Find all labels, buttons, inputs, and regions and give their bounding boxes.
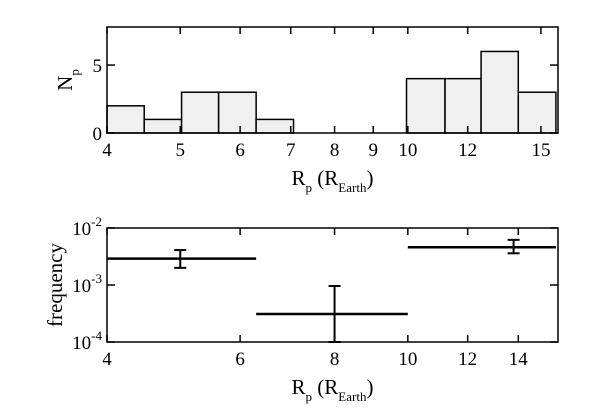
tick-base: 10: [72, 219, 91, 240]
x-tick-label: 6: [235, 349, 245, 370]
y-tick-label: 10-4: [72, 328, 102, 354]
x-axis-label: Rp (REarth): [292, 166, 374, 195]
x-tick-label: 5: [176, 140, 186, 161]
y-tick-label: 10-2: [72, 214, 102, 240]
x-tick-label: 10: [398, 140, 417, 161]
x-tick-label: 7: [286, 140, 296, 161]
x-tick-label: 9: [368, 140, 378, 161]
bar: [217, 91, 257, 134]
x-tick-label: 6: [235, 140, 245, 161]
y-axis-label: frequency: [43, 243, 67, 327]
bar: [444, 77, 482, 134]
x-tick-label: 8: [330, 140, 340, 161]
label-text: N: [53, 76, 77, 91]
y-tick-label: 10-3: [72, 271, 102, 297]
tick-exponent: -2: [91, 214, 102, 229]
y-tick-label: 5: [93, 56, 103, 77]
tick-base: 10: [72, 333, 91, 354]
y-tick-label: 0: [93, 124, 103, 145]
label-text: R: [292, 375, 306, 399]
label-text: (R: [312, 166, 338, 190]
plot-frame: [106, 227, 559, 343]
bar: [517, 91, 557, 134]
tick-exponent: -4: [91, 328, 102, 343]
label-subscript: p: [67, 69, 82, 76]
x-tick-label: 8: [330, 349, 340, 370]
bar: [143, 118, 183, 134]
x-axis-label: Rp (REarth): [292, 375, 374, 404]
bar: [180, 91, 220, 134]
label-subscript: p: [306, 389, 313, 404]
x-tick-label: 10: [398, 349, 417, 370]
panel: 4 5 6 7 8 9 10 12 15 0 5 Rp (REarth) Np: [53, 26, 559, 195]
bar: [106, 105, 145, 134]
x-tick-label: 12: [458, 140, 477, 161]
label-text: R: [292, 166, 306, 190]
label-text: ): [366, 375, 373, 399]
label-subscript: Earth: [338, 180, 367, 195]
tick-exponent: -3: [91, 271, 102, 286]
x-tick-label: 4: [102, 349, 112, 370]
tick-base: 10: [72, 276, 91, 297]
bar: [405, 77, 446, 134]
label-text: ): [366, 166, 373, 190]
plot-frame: [106, 26, 559, 134]
x-tick-label: 4: [102, 140, 112, 161]
label-text: (R: [312, 375, 338, 399]
x-tick-label: 12: [458, 349, 477, 370]
y-axis-label: Np: [53, 69, 82, 91]
bar: [480, 50, 520, 134]
label-text: frequency: [43, 243, 67, 327]
x-tick-label: 14: [509, 349, 529, 370]
label-subscript: Earth: [338, 389, 367, 404]
x-tick-label: 15: [531, 140, 550, 161]
label-subscript: p: [306, 180, 313, 195]
bar: [255, 118, 295, 134]
